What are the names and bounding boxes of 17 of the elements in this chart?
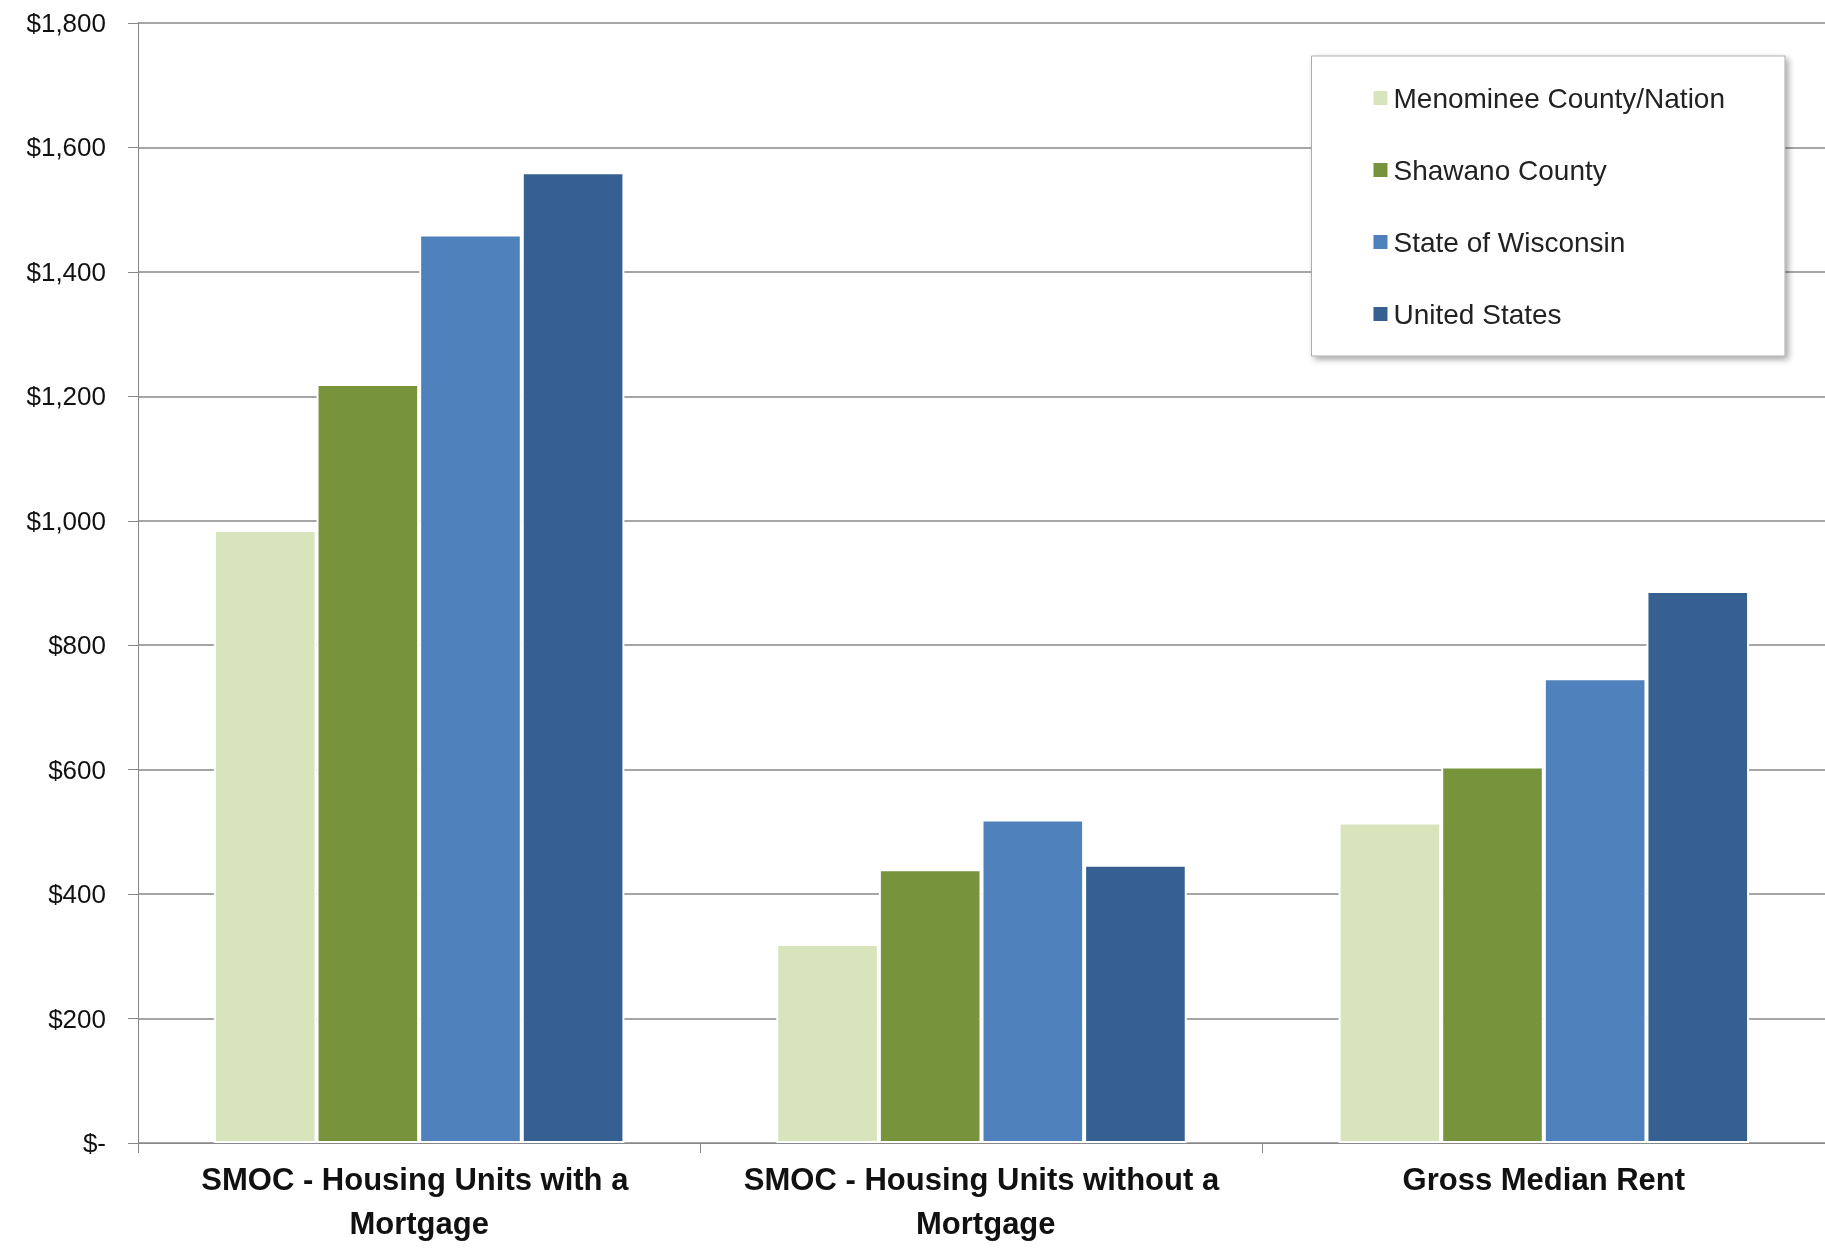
y-tick-label: $1,000 [26,505,106,536]
legend-label: United States [1393,298,1562,330]
legend-label: Menominee County/Nation [1393,82,1725,114]
y-tick-label: $- [82,1128,106,1158]
y-tick-label: $1,800 [26,8,106,38]
y-tick-label: $1,200 [26,381,106,412]
y-tick-label: $400 [48,879,106,910]
x-tick-label: SMOC - Housing Units without a Mortgage [743,1161,1220,1241]
x-tick-label: Gross Median Rent [1402,1161,1686,1197]
y-tick-label: $600 [48,754,106,785]
x-tick-label: SMOC - Housing Units with a Mortgage [201,1161,638,1241]
y-tick-label: $1,600 [26,132,106,163]
legend-label: State of Wisconsin [1393,226,1626,258]
y-tick-label: $800 [48,630,106,661]
y-tick-label: $200 [48,1003,106,1034]
legend-label: Shawano County [1393,154,1607,186]
y-tick-label: $1,400 [26,256,106,287]
